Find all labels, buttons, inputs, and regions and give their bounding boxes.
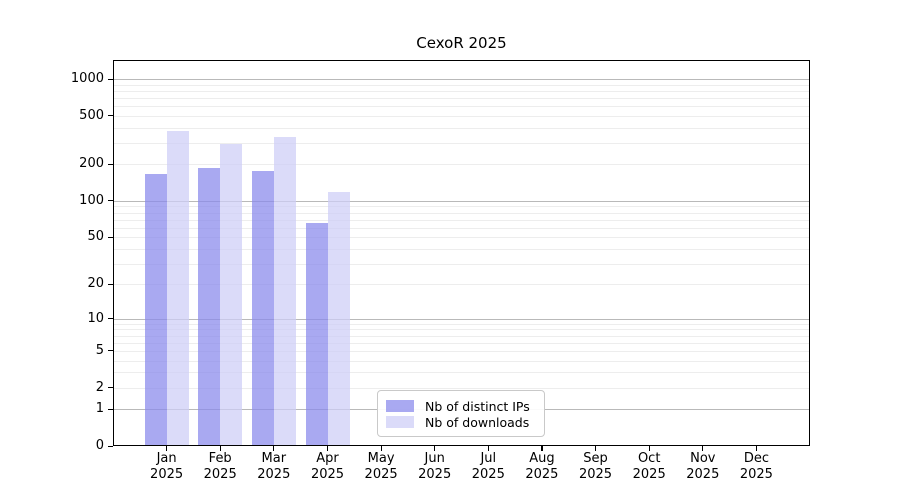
- x-tick-mark: [327, 446, 329, 451]
- legend-item-distinct-ips: Nb of distinct IPs: [386, 398, 536, 414]
- y-tick-label: 2: [95, 379, 104, 395]
- gridline-minor: [114, 372, 810, 374]
- bar-distinct-ips-mar: [251, 171, 274, 446]
- legend-label-distinct-ips: Nb of distinct IPs: [425, 398, 530, 414]
- gridline-minor: [114, 227, 810, 229]
- x-tick-label-mar: Mar 2025: [257, 451, 291, 482]
- gridline-major: [114, 200, 810, 202]
- bar-downloads-jan: [166, 131, 189, 446]
- x-tick-mark: [380, 446, 382, 451]
- x-tick-label-oct: Oct 2025: [632, 451, 666, 482]
- bar-distinct-ips-feb: [198, 167, 221, 446]
- y-tick-label: 50: [87, 229, 104, 245]
- bar-downloads-feb: [220, 143, 243, 446]
- y-tick-mark: [108, 236, 113, 238]
- gridline-minor: [114, 219, 810, 221]
- x-tick-label-aug: Aug 2025: [525, 451, 559, 482]
- y-tick-mark: [108, 200, 113, 202]
- bar-downloads-mar: [273, 137, 296, 446]
- gridline-minor: [114, 329, 810, 331]
- y-tick-mark: [108, 283, 113, 285]
- gridline-major: [114, 318, 810, 320]
- gridline-minor: [114, 206, 810, 208]
- y-tick-mark: [108, 387, 113, 389]
- x-tick-label-jul: Jul 2025: [471, 451, 505, 482]
- legend-label-downloads: Nb of downloads: [425, 414, 530, 430]
- gridline-minor: [114, 360, 810, 362]
- y-tick-mark: [108, 408, 113, 410]
- x-tick-label-jan: Jan 2025: [150, 451, 184, 482]
- legend-item-downloads: Nb of downloads: [386, 414, 536, 430]
- bar-distinct-ips-apr: [305, 222, 328, 446]
- x-tick-mark: [219, 446, 221, 451]
- x-tick-mark: [702, 446, 704, 451]
- gridline-minor: [114, 335, 810, 337]
- x-tick-label-may: May 2025: [364, 451, 398, 482]
- gridline-minor: [114, 263, 810, 265]
- gridline-minor: [114, 342, 810, 344]
- gridline-minor: [114, 142, 810, 144]
- x-tick-label-sep: Sep 2025: [578, 451, 613, 482]
- gridline-minor: [114, 84, 810, 86]
- x-tick-mark: [595, 446, 597, 451]
- legend-swatch-distinct-ips: [386, 400, 414, 412]
- y-tick-label: 0: [95, 438, 104, 453]
- x-tick-mark: [273, 446, 275, 451]
- gridline-minor: [114, 212, 810, 214]
- gridline-minor: [114, 164, 810, 166]
- x-tick-mark: [648, 446, 650, 451]
- y-tick-mark: [108, 350, 113, 352]
- chart-title: CexoR 2025: [416, 34, 507, 52]
- gridline-minor: [114, 284, 810, 286]
- y-tick-mark: [108, 445, 113, 447]
- x-tick-label-feb: Feb 2025: [203, 451, 237, 482]
- y-tick-mark: [108, 115, 113, 117]
- gridline-minor: [114, 323, 810, 325]
- x-tick-mark: [487, 446, 489, 451]
- gridline-minor: [114, 90, 810, 92]
- y-tick-label: 200: [79, 156, 104, 172]
- x-tick-label-dec: Dec 2025: [739, 451, 773, 482]
- legend-swatch-downloads: [386, 416, 414, 428]
- gridline-minor: [114, 350, 810, 352]
- y-tick-mark: [108, 163, 113, 165]
- x-tick-mark: [166, 446, 168, 451]
- gridline-minor: [114, 97, 810, 99]
- gridline-minor: [114, 127, 810, 129]
- x-tick-mark: [541, 446, 543, 451]
- gridline-minor: [114, 248, 810, 250]
- gridline-minor: [114, 115, 810, 117]
- x-tick-label-nov: Nov 2025: [686, 451, 720, 482]
- x-tick-mark: [755, 446, 758, 451]
- y-tick-label: 500: [79, 107, 104, 123]
- y-tick-label: 5: [95, 342, 104, 358]
- bar-distinct-ips-jan: [144, 173, 167, 446]
- legend: Nb of distinct IPs Nb of downloads: [377, 390, 545, 437]
- x-tick-label-apr: Apr 2025: [310, 451, 345, 482]
- gridline-minor: [114, 387, 810, 389]
- y-tick-label: 1000: [70, 71, 104, 86]
- y-tick-label: 20: [87, 276, 104, 292]
- x-tick-mark: [434, 446, 436, 451]
- y-tick-mark: [108, 78, 113, 80]
- gridline-major: [114, 79, 810, 80]
- y-tick-mark: [108, 318, 113, 320]
- y-tick-label: 1: [95, 401, 104, 417]
- gridline-minor: [114, 237, 810, 239]
- gridline-minor: [114, 106, 810, 108]
- bar-downloads-apr: [327, 192, 350, 446]
- y-tick-label: 100: [79, 192, 104, 208]
- x-tick-label-jun: Jun 2025: [418, 451, 452, 482]
- y-tick-label: 10: [87, 310, 104, 326]
